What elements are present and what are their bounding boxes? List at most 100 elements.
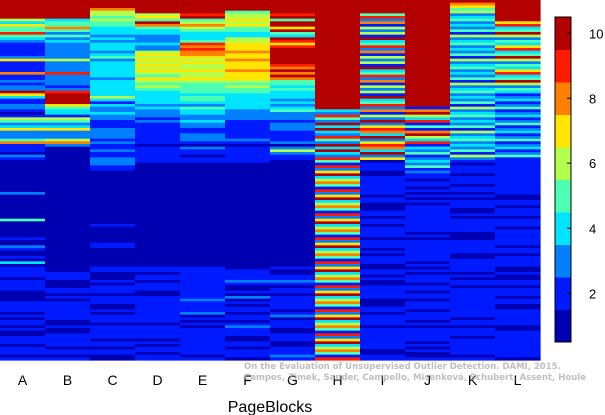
heatmap-cell bbox=[495, 304, 541, 308]
heatmap-cell bbox=[180, 136, 226, 140]
heatmap-cell bbox=[45, 216, 91, 220]
heatmap-cell bbox=[45, 18, 91, 22]
heatmap-cell bbox=[270, 162, 316, 166]
heatmap-cell bbox=[225, 304, 271, 308]
heatmap-cell bbox=[45, 229, 91, 233]
heatmap-cell bbox=[180, 240, 226, 244]
heatmap-cell bbox=[225, 357, 271, 361]
heatmap-cell bbox=[0, 29, 46, 33]
heatmap-cell bbox=[135, 16, 181, 20]
heatmap-cell bbox=[315, 50, 361, 54]
heatmap-cell bbox=[315, 237, 361, 241]
heatmap-cell bbox=[270, 114, 316, 118]
heatmap-cell bbox=[135, 48, 181, 52]
heatmap-cell bbox=[225, 165, 271, 169]
heatmap-cell bbox=[315, 162, 361, 166]
heatmap-cell bbox=[450, 341, 496, 345]
heatmap-cell bbox=[450, 282, 496, 286]
heatmap-cell bbox=[270, 250, 316, 254]
heatmap-cell bbox=[0, 170, 46, 174]
heatmap-cell bbox=[225, 298, 271, 302]
heatmap-cell bbox=[450, 197, 496, 201]
heatmap-cell bbox=[180, 109, 226, 113]
heatmap-cell bbox=[360, 189, 406, 193]
heatmap-cell bbox=[45, 176, 91, 180]
heatmap-cell bbox=[180, 29, 226, 33]
heatmap-cell bbox=[450, 93, 496, 97]
heatmap-cell bbox=[135, 144, 181, 148]
colorbar-band bbox=[555, 114, 571, 148]
heatmap-cell bbox=[405, 221, 451, 225]
heatmap-cell bbox=[180, 322, 226, 326]
heatmap-cell bbox=[90, 354, 136, 358]
heatmap-cell bbox=[180, 333, 226, 337]
x-tick-label: C bbox=[107, 372, 117, 388]
heatmap-cell bbox=[45, 152, 91, 156]
heatmap-cell bbox=[90, 293, 136, 297]
heatmap-cell bbox=[270, 61, 316, 65]
heatmap-cell bbox=[495, 74, 541, 78]
heatmap-cell bbox=[135, 18, 181, 22]
heatmap-cell bbox=[270, 53, 316, 57]
heatmap-cell bbox=[495, 293, 541, 297]
heatmap-cell bbox=[180, 173, 226, 177]
heatmap-cell bbox=[135, 261, 181, 265]
heatmap-cell bbox=[90, 234, 136, 238]
heatmap-cell bbox=[315, 240, 361, 244]
heatmap-cell bbox=[225, 146, 271, 150]
heatmap-cell bbox=[90, 32, 136, 36]
heatmap-cell bbox=[450, 346, 496, 350]
heatmap-cell bbox=[0, 288, 46, 292]
heatmap-cell bbox=[225, 181, 271, 185]
heatmap-cell bbox=[90, 346, 136, 350]
heatmap-cell bbox=[135, 237, 181, 241]
heatmap-cell bbox=[315, 104, 361, 108]
heatmap-cell bbox=[0, 357, 46, 361]
heatmap-cell bbox=[180, 141, 226, 145]
heatmap-cell bbox=[135, 224, 181, 228]
heatmap-cell bbox=[450, 272, 496, 276]
heatmap-cell bbox=[270, 181, 316, 185]
heatmap-cell bbox=[495, 42, 541, 46]
heatmap-cell bbox=[315, 229, 361, 233]
heatmap-cell bbox=[90, 106, 136, 110]
heatmap-cell bbox=[450, 325, 496, 329]
heatmap-cell bbox=[135, 194, 181, 198]
heatmap-cell bbox=[270, 80, 316, 84]
x-tick-label: L bbox=[514, 372, 522, 388]
heatmap-cell bbox=[405, 218, 451, 222]
heatmap-cell bbox=[0, 226, 46, 230]
heatmap-cell bbox=[405, 53, 451, 57]
heatmap-cell bbox=[315, 45, 361, 49]
heatmap-cell bbox=[225, 26, 271, 30]
heatmap-cell bbox=[180, 146, 226, 150]
heatmap-cell bbox=[405, 85, 451, 89]
heatmap-cell bbox=[225, 120, 271, 124]
heatmap-cell bbox=[270, 354, 316, 358]
heatmap-cell bbox=[0, 136, 46, 140]
heatmap-cell bbox=[405, 29, 451, 33]
heatmap-cell bbox=[180, 45, 226, 49]
heatmap-cell bbox=[360, 208, 406, 212]
heatmap-cell bbox=[225, 2, 271, 6]
heatmap-cell bbox=[225, 250, 271, 254]
heatmap-cell bbox=[90, 136, 136, 140]
heatmap-cell bbox=[450, 157, 496, 161]
heatmap-cell bbox=[225, 106, 271, 110]
heatmap-cell bbox=[495, 264, 541, 268]
heatmap-cell bbox=[0, 242, 46, 246]
heatmap-cell bbox=[270, 72, 316, 76]
heatmap-cell bbox=[135, 0, 181, 4]
heatmap-cell bbox=[450, 178, 496, 182]
heatmap-cell bbox=[495, 288, 541, 292]
heatmap-cell bbox=[270, 317, 316, 321]
heatmap-cell bbox=[450, 170, 496, 174]
heatmap-cell bbox=[450, 82, 496, 86]
heatmap-cell bbox=[315, 314, 361, 318]
heatmap-cell bbox=[315, 213, 361, 217]
heatmap-cell bbox=[495, 176, 541, 180]
heatmap-cell bbox=[495, 21, 541, 25]
heatmap-cell bbox=[135, 274, 181, 278]
heatmap-cell bbox=[270, 285, 316, 289]
heatmap-cell bbox=[135, 229, 181, 233]
